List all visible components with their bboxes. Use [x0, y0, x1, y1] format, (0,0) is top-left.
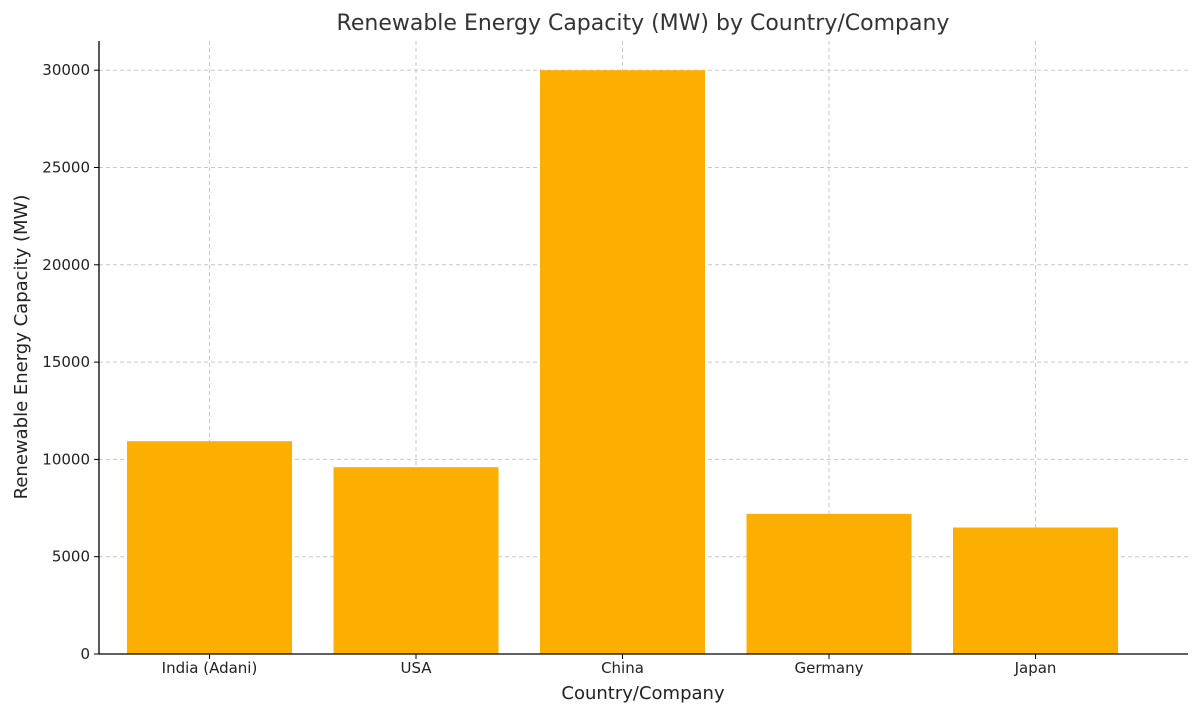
x-tick-label: USA — [400, 659, 432, 677]
y-tick-label: 30000 — [42, 61, 90, 79]
bar-china — [540, 70, 705, 654]
chart-title: Renewable Energy Capacity (MW) by Countr… — [337, 11, 950, 36]
x-axis-label: Country/Company — [561, 683, 725, 704]
y-axis-label: Renewable Energy Capacity (MW) — [11, 195, 32, 500]
y-tick-label: 0 — [80, 645, 90, 663]
y-tick-label: 10000 — [42, 450, 90, 468]
x-tick-label: Japan — [1014, 659, 1057, 677]
bar-india-adani — [127, 441, 292, 654]
y-tick-label: 20000 — [42, 256, 90, 274]
x-axis-ticks: India (Adani) USA China Germany Japan — [162, 654, 1057, 677]
x-tick-label: Germany — [795, 659, 864, 677]
bar-germany — [746, 513, 912, 654]
bars — [127, 70, 1118, 654]
y-tick-label: 25000 — [42, 158, 90, 176]
y-tick-label: 15000 — [42, 353, 90, 371]
x-tick-label: China — [601, 659, 644, 677]
bar-usa — [333, 467, 499, 654]
y-axis-ticks: 0 5000 10000 15000 20000 25000 30000 — [42, 61, 99, 663]
bar-japan — [953, 527, 1118, 654]
x-tick-label: India (Adani) — [162, 659, 258, 677]
y-tick-label: 5000 — [52, 548, 90, 566]
